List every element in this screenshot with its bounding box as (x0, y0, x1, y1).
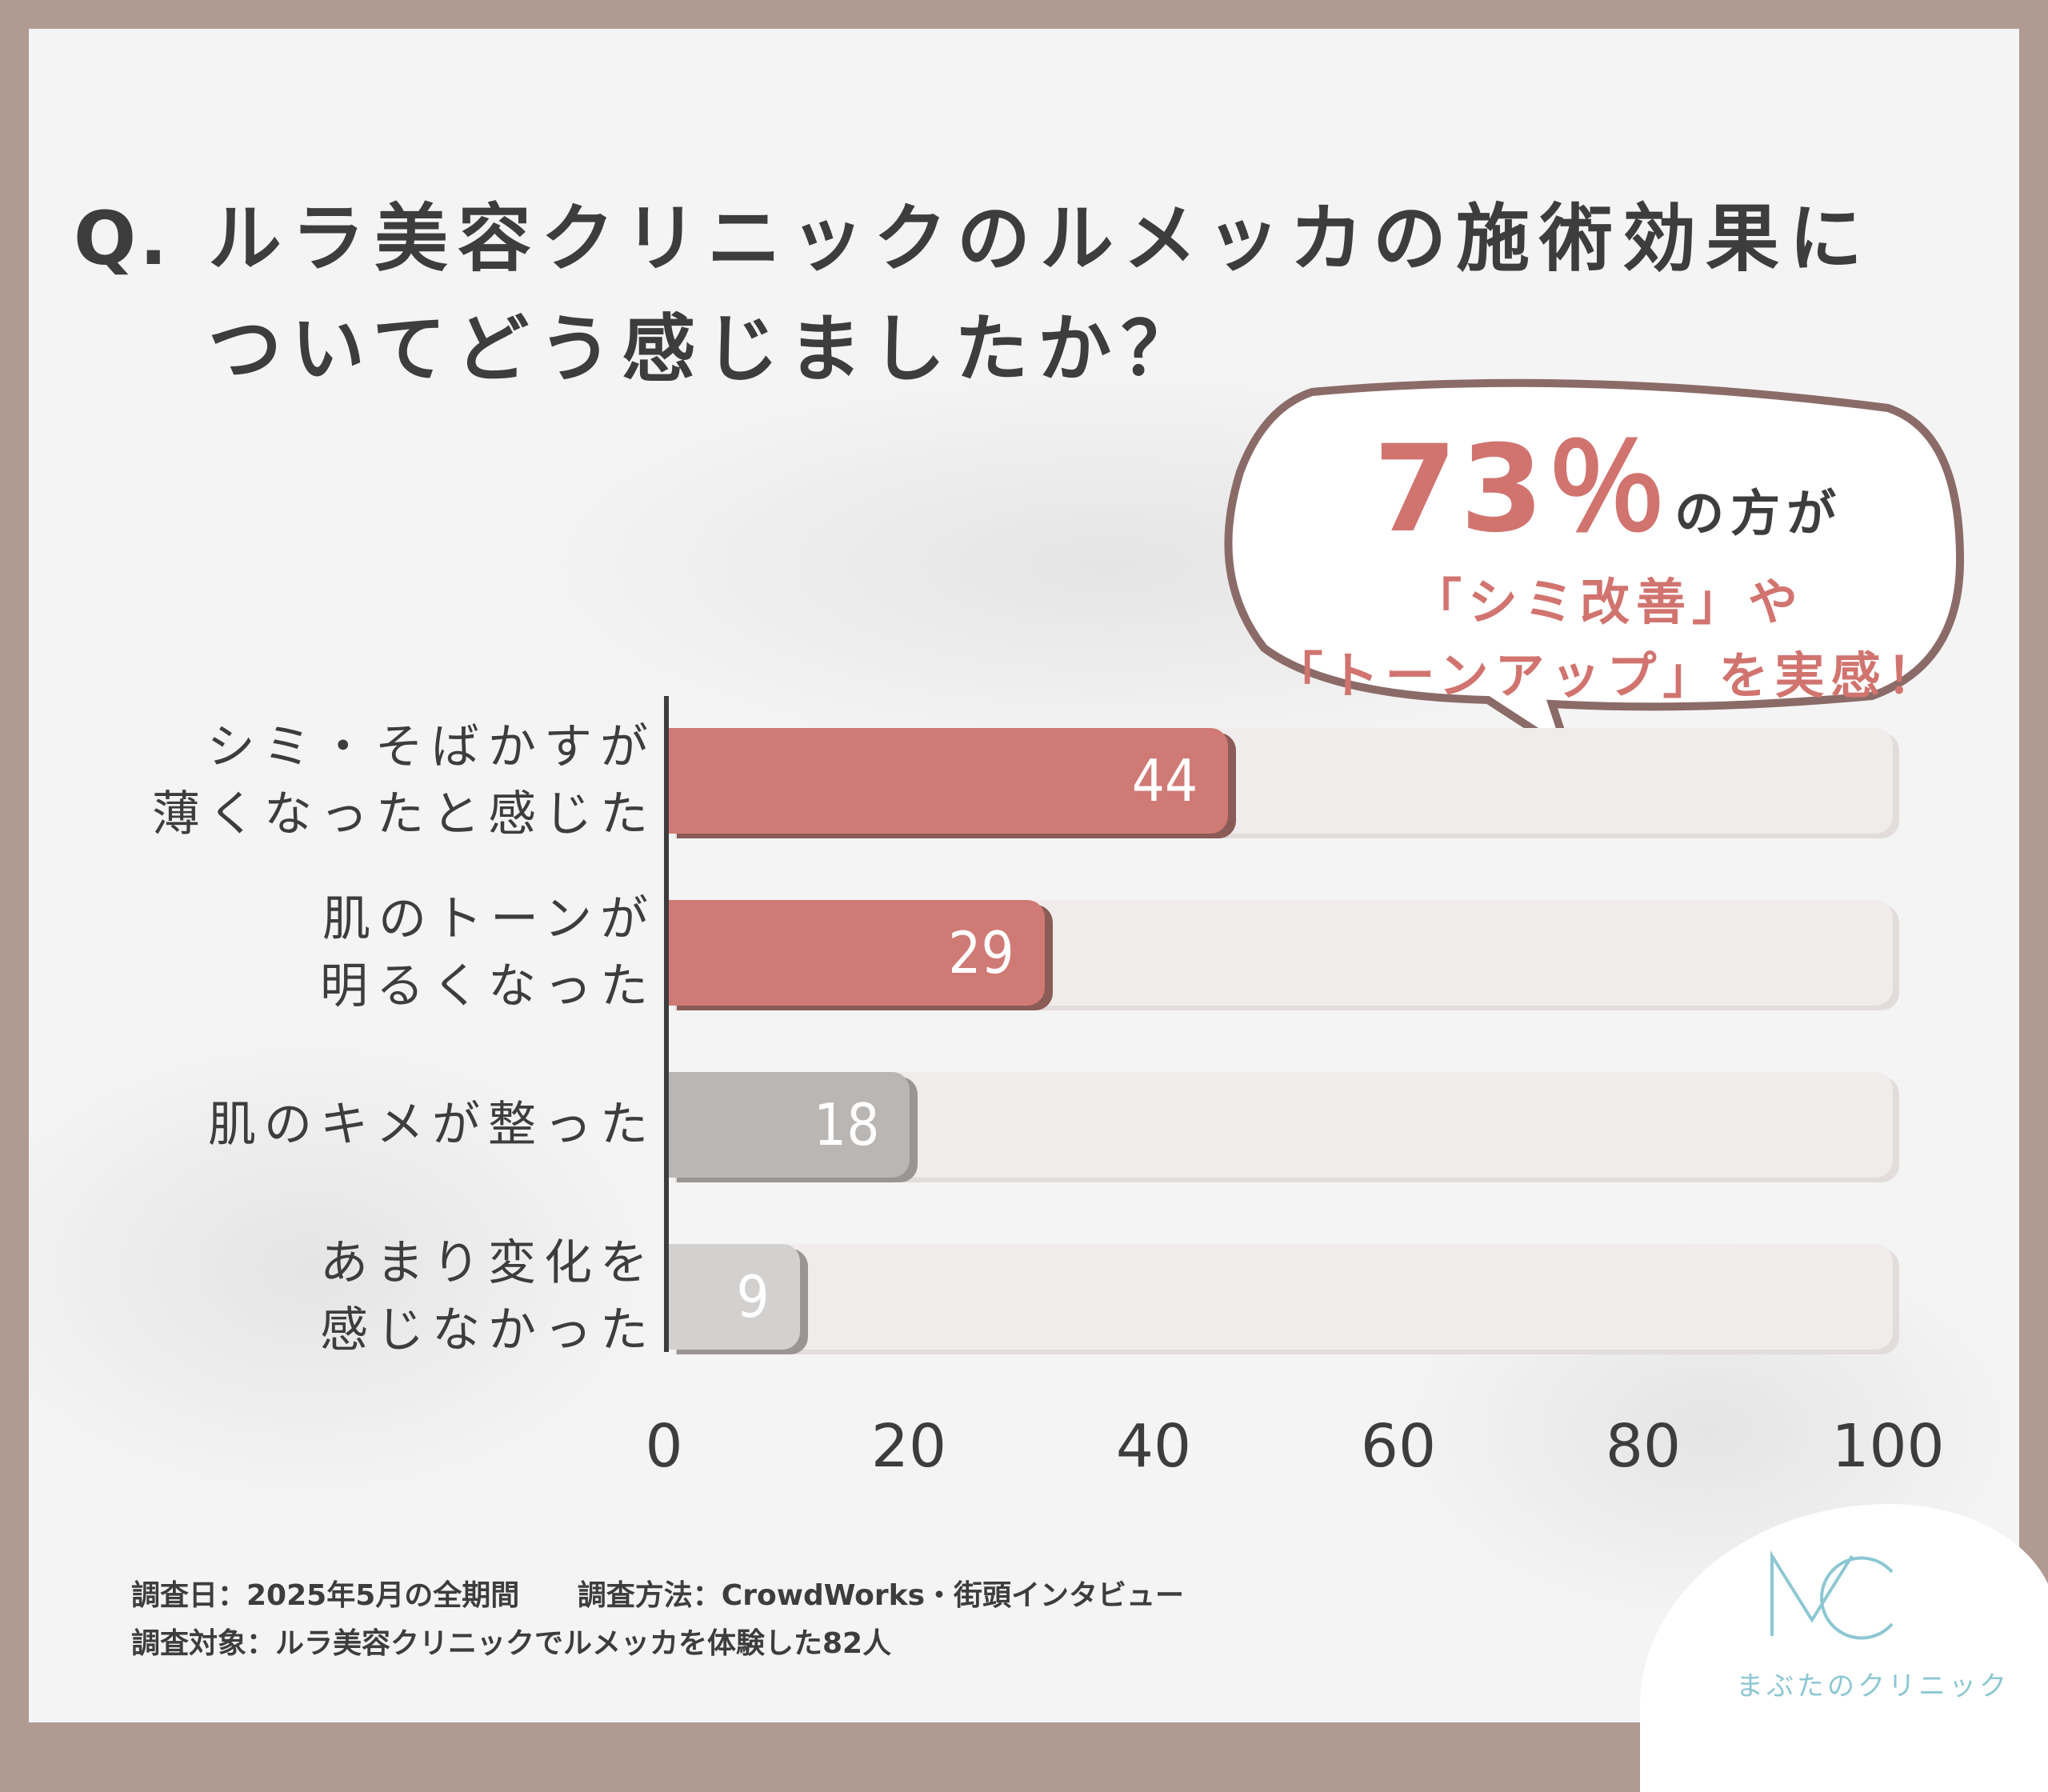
clinic-name: まぶたのクリニック (1736, 1670, 2010, 1702)
bar: 18 (669, 1072, 910, 1178)
bar: 29 (669, 900, 1045, 1006)
bar-value-label: 9 (736, 1263, 770, 1330)
category-label: あまり変化を 感じなかった (120, 1230, 656, 1364)
category-label-line: シミ・そばかすが (206, 719, 656, 775)
background-shade (29, 1029, 669, 1509)
category-label-line: 肌のトーンが (322, 891, 656, 947)
question-prefix: Q. (74, 196, 171, 282)
question-line-2: ついてどう感じましたか？ (208, 306, 1205, 392)
category-label-line: 肌のキメが整った (208, 1097, 656, 1153)
survey-date: 調査日：2025年5月の全期間 (131, 1579, 520, 1612)
x-tick-label: 60 (1360, 1412, 1437, 1481)
category-label-line: 感じなかった (320, 1302, 656, 1358)
callout-suffix: の方が (1674, 484, 1843, 542)
bar: 9 (669, 1244, 800, 1350)
category-label: 肌のトーンが 明るくなった (120, 886, 656, 1020)
clinic-logo-icon (1770, 1550, 1894, 1640)
x-tick-label: 40 (1115, 1412, 1192, 1481)
x-tick-label: 20 (870, 1412, 947, 1481)
x-tick-label: 100 (1831, 1412, 1945, 1481)
survey-target: 調査対象：ルラ美容クリニックでルメッカを体験した82人 (131, 1627, 892, 1660)
survey-info-line-2: 調査対象：ルラ美容クリニックでルメッカを体験した82人 (131, 1620, 939, 1662)
category-label: 肌のキメが整った (120, 1091, 656, 1158)
bar-track (669, 1244, 1893, 1350)
bar-value-label: 18 (813, 1091, 880, 1158)
x-tick-label: 80 (1605, 1412, 1682, 1481)
bar-value-label: 44 (1131, 747, 1198, 814)
callout-text: 73％ の方が 「シミ改善」や 「トーンアップ」を実感！ (1248, 392, 1968, 713)
category-label-line: 明るくなった (320, 958, 656, 1014)
category-label-line: 薄くなったと感じた (152, 786, 656, 842)
x-tick-label: 0 (645, 1412, 683, 1481)
callout-percentage: 73％ (1373, 420, 1670, 559)
category-label: シミ・そばかすが薄くなったと感じた (120, 714, 656, 848)
y-axis-line (664, 696, 669, 1352)
callout-line-3: 「トーンアップ」を実感！ (1273, 646, 1943, 705)
callout-line-2: 「シミ改善」や (1411, 573, 1804, 631)
question-title: Q. ルラ美容クリニックのルメッカの施術効果に ついてどう感じましたか？ (74, 184, 1978, 405)
survey-info-line-1: 調査日：2025年5月の全期間 調査方法：CrowdWorks・街頭インタビュー (131, 1572, 1232, 1614)
category-label-line: あまり変化を (320, 1235, 656, 1291)
question-line-1: ルラ美容クリニックのルメッカの施術効果に (208, 196, 1873, 282)
callout-headline: 73％ の方が (1248, 392, 1968, 566)
bar-value-label: 29 (948, 919, 1014, 986)
survey-method: 調査方法：CrowdWorks・街頭インタビュー (577, 1579, 1185, 1612)
bar: 44 (669, 728, 1229, 834)
